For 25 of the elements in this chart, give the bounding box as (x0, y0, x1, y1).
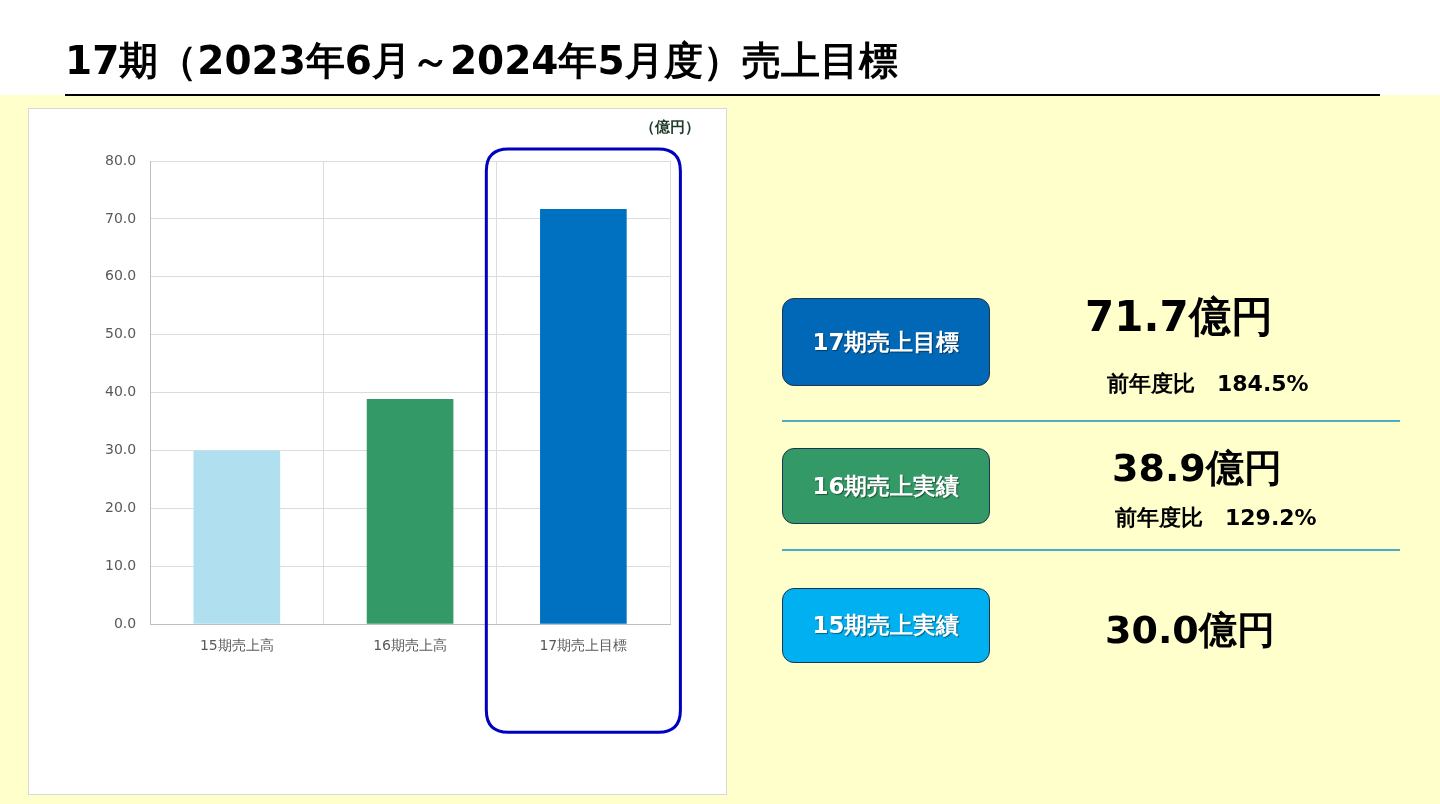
y-tick-label: 60.0 (105, 267, 137, 284)
chart-title: 17期（2023年6月～2024年5月度）売上目標 (65, 38, 898, 85)
bar (193, 450, 281, 624)
text: 71.7億円 (1085, 292, 1273, 343)
y-tick-label: 50.0 (105, 325, 137, 342)
x-tick-label: 16期売上高 (373, 637, 447, 654)
y-axis-title: （億円） (640, 117, 700, 136)
text: 38.9億円 (1112, 446, 1282, 492)
y-tick-label: 40.0 (105, 383, 137, 400)
y-tick-label: 70.0 (105, 209, 137, 226)
y-tick-label: 10.0 (105, 556, 137, 573)
text: 30.0億円 (1105, 608, 1275, 654)
text: 前年度比 129.2% (1115, 505, 1317, 532)
x-tick-label: 15期売上高 (199, 637, 274, 654)
bar (366, 398, 454, 624)
y-tick-label: 30.0 (105, 441, 137, 458)
bar (540, 209, 627, 624)
label-badge: 16期売上実績 (782, 448, 990, 524)
y-tick-label: 0.0 (113, 614, 137, 631)
text: 前年度比 184.5% (1107, 371, 1309, 398)
x-tick-label: 17期売上目標 (539, 637, 628, 654)
y-tick-label: 80.0 (105, 151, 137, 168)
y-tick-label: 20.0 (105, 499, 137, 516)
label-badge: 15期売上実績 (782, 588, 990, 663)
label-badge: 17期売上目標 (782, 298, 990, 386)
